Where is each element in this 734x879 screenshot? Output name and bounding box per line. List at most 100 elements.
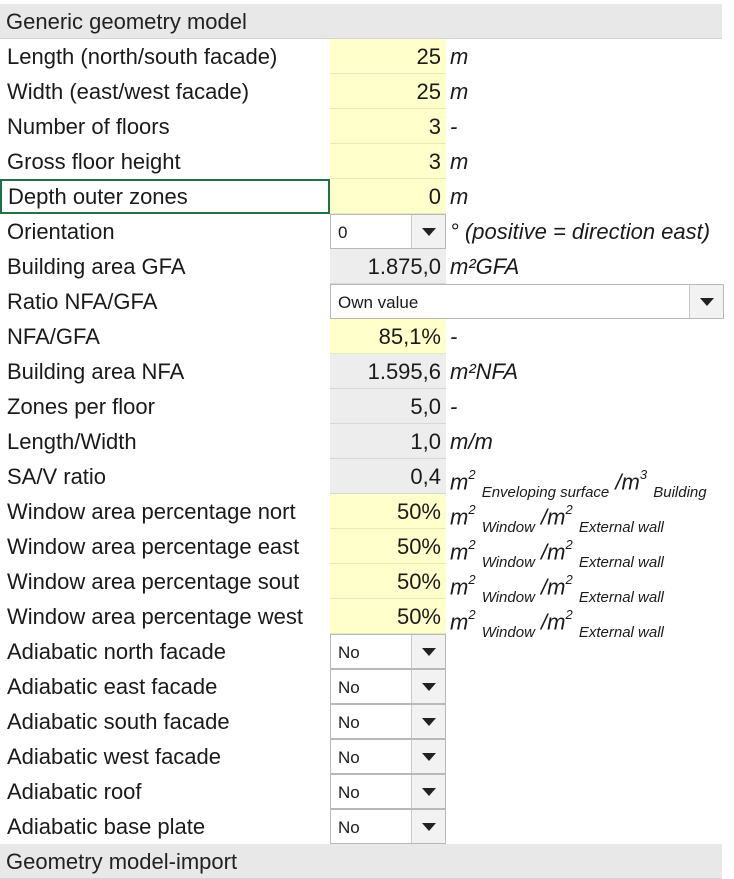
row-orientation: Orientation 0 ° (positive = direction ea… — [0, 214, 734, 249]
row-sav: SA/V ratio 0,4 m2 Enveloping surface /m3… — [0, 459, 734, 502]
floors-unit: - — [450, 114, 458, 139]
row-adiabatic-north: Adiabatic north facade No — [0, 634, 734, 669]
zones-unit: - — [450, 394, 458, 419]
window-south-label[interactable]: Window area percentage sout — [7, 569, 300, 594]
row-window-south: Window area percentage sout 50% m2 Windo… — [0, 564, 734, 606]
chevron-down-icon[interactable] — [411, 705, 445, 738]
section-title: Geometry model-import — [6, 849, 238, 874]
length-input[interactable]: 25 — [330, 39, 446, 74]
row-length-width: Length/Width 1,0 m/m — [0, 424, 734, 459]
row-nfa-gfa: NFA/GFA 85,1% - — [0, 319, 734, 354]
adiabatic-north-label[interactable]: Adiabatic north facade — [7, 639, 226, 664]
row-adiabatic-base: Adiabatic base plate No — [0, 809, 734, 844]
length-width-unit: m/m — [450, 429, 493, 454]
floor-height-label[interactable]: Gross floor height — [7, 149, 181, 174]
sav-label[interactable]: SA/V ratio — [7, 464, 107, 489]
adiabatic-south-label[interactable]: Adiabatic south facade — [7, 709, 230, 734]
length-width-value[interactable]: 1,0 — [330, 424, 446, 459]
adiabatic-west-dropdown[interactable]: No — [330, 739, 446, 774]
row-zones: Zones per floor 5,0 - — [0, 389, 734, 424]
window-south-input[interactable]: 50% — [330, 564, 446, 599]
window-west-unit: m2 Window /m2 External wall — [450, 607, 664, 642]
chevron-down-icon[interactable] — [411, 740, 445, 773]
nfa-gfa-input[interactable]: 85,1% — [330, 319, 446, 354]
ratio-dropdown[interactable]: Own value — [330, 284, 724, 319]
floors-input[interactable]: 3 — [330, 109, 446, 144]
chevron-down-icon[interactable] — [411, 635, 445, 668]
window-east-unit: m2 Window /m2 External wall — [450, 537, 664, 572]
window-north-input[interactable]: 50% — [330, 494, 446, 529]
window-east-input[interactable]: 50% — [330, 529, 446, 564]
row-floors: Number of floors 3 - — [0, 109, 734, 144]
length-label[interactable]: Length (north/south facade) — [7, 44, 278, 69]
length-width-label[interactable]: Length/Width — [7, 429, 137, 454]
chevron-down-icon[interactable] — [411, 775, 445, 808]
depth-outer-input[interactable]: 0 — [330, 179, 446, 214]
nfa-unit: m²NFA — [450, 359, 519, 384]
row-ratio: Ratio NFA/GFA Own value — [0, 284, 734, 319]
orientation-label[interactable]: Orientation — [7, 219, 115, 244]
ratio-value: Own value — [338, 293, 419, 312]
row-window-west: Window area percentage west 50% m2 Windo… — [0, 599, 734, 642]
window-north-label[interactable]: Window area percentage nort — [7, 499, 296, 524]
nfa-gfa-label[interactable]: NFA/GFA — [7, 324, 100, 349]
row-adiabatic-west: Adiabatic west facade No — [0, 739, 734, 774]
window-west-input[interactable]: 50% — [330, 599, 446, 634]
adiabatic-roof-dropdown[interactable]: No — [330, 774, 446, 809]
ratio-label[interactable]: Ratio NFA/GFA — [7, 289, 158, 314]
zones-label[interactable]: Zones per floor — [7, 394, 155, 419]
depth-outer-unit: m — [450, 184, 469, 209]
row-length: Length (north/south facade) 25 m — [0, 39, 734, 74]
row-adiabatic-roof: Adiabatic roof No — [0, 774, 734, 809]
row-depth-outer: Depth outer zones 0 m — [0, 179, 734, 214]
adiabatic-north-dropdown[interactable]: No — [330, 634, 446, 669]
length-unit: m — [450, 44, 469, 69]
gfa-value[interactable]: 1.875,0 — [330, 249, 446, 284]
nfa-label[interactable]: Building area NFA — [7, 359, 185, 384]
gfa-label[interactable]: Building area GFA — [7, 254, 186, 279]
floor-height-input[interactable]: 3 — [330, 144, 446, 179]
chevron-down-icon[interactable] — [411, 215, 445, 248]
adiabatic-north-value: No — [338, 643, 360, 662]
width-unit: m — [450, 79, 469, 104]
section-geometry-import: Geometry model-import — [0, 844, 734, 879]
section-generic-geometry: Generic geometry model — [0, 4, 734, 39]
chevron-down-icon[interactable] — [411, 810, 445, 843]
row-window-east: Window area percentage east 50% m2 Windo… — [0, 529, 734, 572]
width-input[interactable]: 25 — [330, 74, 446, 109]
window-west-label[interactable]: Window area percentage west — [7, 604, 303, 629]
adiabatic-roof-value: No — [338, 783, 360, 802]
orientation-unit: ° (positive = direction east) — [450, 219, 711, 244]
adiabatic-east-value: No — [338, 678, 360, 697]
sav-value[interactable]: 0,4 — [330, 459, 446, 494]
row-floor-height: Gross floor height 3 m — [0, 144, 734, 179]
nfa-value[interactable]: 1.595,6 — [330, 354, 446, 389]
row-nfa: Building area NFA 1.595,6 m²NFA — [0, 354, 734, 389]
adiabatic-roof-label[interactable]: Adiabatic roof — [7, 779, 142, 804]
adiabatic-east-label[interactable]: Adiabatic east facade — [7, 674, 218, 699]
adiabatic-south-dropdown[interactable]: No — [330, 704, 446, 739]
row-gfa: Building area GFA 1.875,0 m²GFA — [0, 249, 734, 284]
adiabatic-base-value: No — [338, 818, 360, 837]
adiabatic-base-dropdown[interactable]: No — [330, 809, 446, 844]
adiabatic-west-value: No — [338, 748, 360, 767]
sav-unit: m2 Enveloping surface /m3 Building — [450, 467, 707, 502]
floors-label[interactable]: Number of floors — [7, 114, 170, 139]
adiabatic-east-dropdown[interactable]: No — [330, 669, 446, 704]
orientation-dropdown[interactable]: 0 — [330, 214, 446, 249]
adiabatic-south-value: No — [338, 713, 360, 732]
width-label[interactable]: Width (east/west facade) — [7, 79, 250, 104]
zones-value[interactable]: 5,0 — [330, 389, 446, 424]
floor-height-unit: m — [450, 149, 469, 174]
section-title: Generic geometry model — [6, 9, 247, 34]
adiabatic-base-label[interactable]: Adiabatic base plate — [7, 814, 206, 839]
chevron-down-icon[interactable] — [689, 285, 723, 318]
window-east-label[interactable]: Window area percentage east — [7, 534, 300, 559]
row-width: Width (east/west facade) 25 m — [0, 74, 734, 109]
gfa-unit: m²GFA — [450, 254, 520, 279]
depth-outer-label[interactable]: Depth outer zones — [0, 179, 330, 214]
adiabatic-west-label[interactable]: Adiabatic west facade — [7, 744, 222, 769]
window-north-unit: m2 Window /m2 External wall — [450, 502, 664, 537]
chevron-down-icon[interactable] — [411, 670, 445, 703]
row-window-north: Window area percentage nort 50% m2 Windo… — [0, 494, 734, 537]
